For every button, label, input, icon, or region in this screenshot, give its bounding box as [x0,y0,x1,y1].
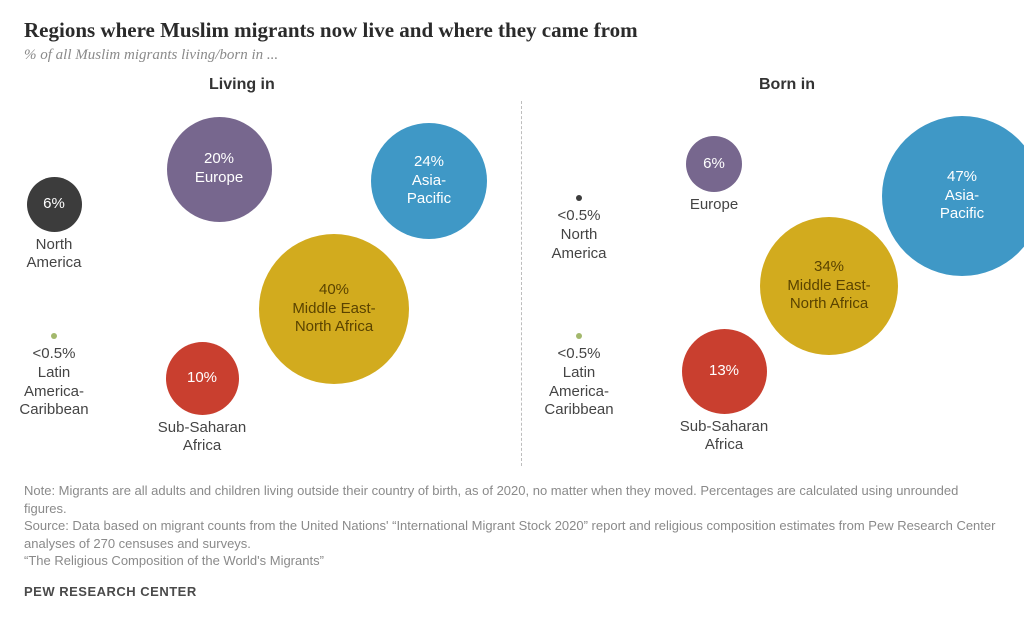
bubble-label: 34%Middle East-North Africa [787,258,870,314]
bubble-ext-label: <0.5%LatinAmerica-Caribbean [529,345,629,420]
chart-subtitle: % of all Muslim migrants living/born in … [24,47,1000,64]
bubble-born-north-america [576,195,582,201]
bubble-ext-label: Sub-SaharanAfrica [669,418,779,456]
bubble-living-sub-saharan-africa: 10% [166,342,239,415]
chart-notes: Note: Migrants are all adults and childr… [24,482,1000,570]
panel-title-living: Living in [209,76,275,94]
bubble-pct: 6% [43,195,65,214]
bubble-label: 40%Middle East-North Africa [292,281,375,337]
footer-attribution: PEW RESEARCH CENTER [24,584,1000,599]
bubble-ext-label: Europe [659,196,769,215]
panel-title-born: Born in [759,76,815,94]
bubble-living-middle-east-north-africa: 40%Middle East-North Africa [259,234,409,384]
bubble-born-europe: 6% [686,136,742,192]
bubble-pct: 10% [187,369,217,388]
bubble-label: 24%Asia-Pacific [407,153,451,209]
bubble-label: 47%Asia-Pacific [940,168,984,224]
bubble-living-latin-america-caribbean [51,333,57,339]
bubble-born-middle-east-north-africa: 34%Middle East-North Africa [760,217,898,355]
report-text: “The Religious Composition of the World'… [24,552,1000,570]
bubble-pct: 13% [709,362,739,381]
bubble-label: 20%Europe [195,150,243,188]
bubble-ext-label: <0.5%NorthAmerica [529,207,629,263]
bubble-born-sub-saharan-africa: 13% [682,329,767,414]
bubble-born-latin-america-caribbean [576,333,582,339]
bubble-living-europe: 20%Europe [167,117,272,222]
panel-divider [521,101,522,466]
bubble-living-north-america: 6% [27,177,82,232]
note-text: Note: Migrants are all adults and childr… [24,482,1000,517]
source-text: Source: Data based on migrant counts fro… [24,517,1000,552]
panel-born: Born in<0.5%NorthAmerica<0.5%LatinAmeric… [534,76,1024,476]
bubble-ext-label: Sub-SaharanAfrica [147,419,257,457]
chart-area: Living in6%NorthAmerica<0.5%LatinAmerica… [24,76,1000,476]
bubble-ext-label: <0.5%LatinAmerica-Caribbean [4,345,104,420]
bubble-living-asia-pacific: 24%Asia-Pacific [371,123,487,239]
chart-title: Regions where Muslim migrants now live a… [24,18,1000,43]
bubble-ext-label: NorthAmerica [0,236,109,274]
bubble-born-asia-pacific: 47%Asia-Pacific [882,116,1024,276]
bubble-pct: 6% [703,155,725,174]
panel-living: Living in6%NorthAmerica<0.5%LatinAmerica… [24,76,514,476]
